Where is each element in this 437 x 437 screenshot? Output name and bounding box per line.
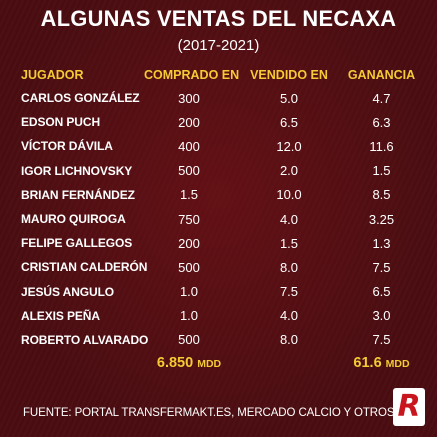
table-row: BRIAN FERNÁNDEZ 1.5 10.0 8.5: [21, 183, 419, 207]
table-body: CARLOS GONZÁLEZ 300 5.0 4.7 EDSON PUCH 200 6.5…: [21, 86, 419, 352]
table-row: MAURO QUIROGA 750 4.0 3.25: [21, 207, 419, 231]
total-profit-unit: MDD: [385, 358, 410, 371]
table-row: ALEXIS PEÑA 1.0 4.0 3.0: [21, 304, 419, 328]
bought-cell: 1.0: [179, 284, 199, 300]
sold-cell: 6.5: [279, 114, 299, 130]
player-cell: JESÚS ANGULO: [21, 284, 115, 299]
player-cell: ALEXIS PEÑA: [21, 308, 100, 323]
column-header-bought: COMPRADO EN: [144, 68, 240, 82]
profit-cell: 6.3: [372, 114, 391, 130]
logo-letter: R: [397, 389, 421, 424]
total-bought: 6.850 MDD: [144, 352, 234, 374]
table-row: FELIPE GALLEGOS 200 1.5 1.3: [21, 231, 419, 255]
sold-cell: 5.0: [279, 90, 299, 106]
table-row: ROBERTO ALVARADO 500 8.0 7.5: [21, 328, 419, 352]
sold-cell: 4.0: [279, 308, 299, 324]
table-row: JESÚS ANGULO 1.0 7.5 6.5: [21, 280, 419, 304]
player-cell: BRIAN FERNÁNDEZ: [21, 187, 135, 202]
player-cell: VÍCTOR DÁVILA: [21, 139, 113, 154]
profit-cell: 4.7: [372, 90, 391, 106]
table-header-row: JUGADOR COMPRADO EN VENDIDO EN GANANCIA: [21, 64, 419, 86]
bought-cell: 200: [178, 114, 200, 130]
totals-spacer-2: [234, 352, 344, 374]
table-row: CRISTIAN CALDERÓN 500 8.0 7.5: [21, 255, 419, 279]
sold-cell: 8.0: [279, 259, 299, 275]
sold-cell: 1.5: [279, 235, 299, 251]
totals-spacer: [21, 352, 144, 374]
player-cell: MAURO QUIROGA: [21, 212, 126, 227]
bought-cell: 1.0: [179, 308, 199, 324]
total-profit-value: 61.6: [353, 355, 382, 372]
profit-cell: 1.5: [372, 163, 391, 179]
profit-cell: 1.3: [372, 235, 391, 251]
bought-cell: 500: [178, 332, 200, 348]
bought-cell: 750: [178, 211, 200, 227]
sold-cell: 4.0: [279, 211, 299, 227]
bought-cell: 200: [178, 235, 200, 251]
column-header-profit: GANANCIA: [347, 68, 416, 82]
bought-cell: 300: [178, 90, 200, 106]
bought-cell: 1.5: [179, 187, 199, 203]
column-header-player: JUGADOR: [21, 68, 84, 82]
table-row: EDSON PUCH 200 6.5 6.3: [21, 110, 419, 134]
profit-cell: 11.6: [369, 138, 394, 154]
total-bought-value: 6.850: [156, 355, 194, 372]
totals-row: 6.850 MDD 61.6 MDD: [21, 352, 419, 374]
profit-cell: 8.5: [372, 187, 391, 203]
table-row: VÍCTOR DÁVILA 400 12.0 11.6: [21, 134, 419, 158]
player-cell: CARLOS GONZÁLEZ: [21, 91, 140, 106]
profit-cell: 7.5: [372, 332, 391, 348]
sales-table: JUGADOR COMPRADO EN VENDIDO EN GANANCIA …: [21, 64, 419, 374]
profit-cell: 3.0: [372, 308, 391, 324]
page-subtitle: (2017-2021): [177, 37, 260, 54]
sold-cell: 7.5: [279, 284, 299, 300]
sold-cell: 12.0: [276, 138, 302, 154]
total-profit: 61.6 MDD: [344, 352, 419, 374]
player-cell: CRISTIAN CALDERÓN: [21, 260, 148, 275]
page-title: ALGUNAS VENTAS DEL NECAXA: [40, 6, 397, 31]
source-note: FUENTE: PORTAL TRANSFERMAKT.ES, MERCADO …: [23, 407, 398, 419]
bought-cell: 400: [178, 138, 200, 154]
bought-cell: 500: [178, 163, 200, 179]
record-logo: R: [393, 388, 425, 426]
table-row: IGOR LICHNOVSKY 500 2.0 1.5: [21, 159, 419, 183]
column-header-sold: VENDIDO EN: [250, 68, 328, 82]
table-row: CARLOS GONZÁLEZ 300 5.0 4.7: [21, 86, 419, 110]
sold-cell: 8.0: [279, 332, 299, 348]
profit-cell: 7.5: [372, 259, 391, 275]
player-cell: EDSON PUCH: [21, 115, 101, 130]
player-cell: ROBERTO ALVARADO: [21, 332, 149, 347]
profit-cell: 3.25: [368, 211, 395, 227]
sold-cell: 10.0: [276, 187, 302, 203]
sold-cell: 2.0: [279, 163, 299, 179]
bought-cell: 500: [178, 259, 200, 275]
total-bought-unit: MDD: [197, 358, 222, 371]
player-cell: FELIPE GALLEGOS: [21, 236, 133, 251]
profit-cell: 6.5: [372, 284, 391, 300]
player-cell: IGOR LICHNOVSKY: [21, 163, 133, 178]
